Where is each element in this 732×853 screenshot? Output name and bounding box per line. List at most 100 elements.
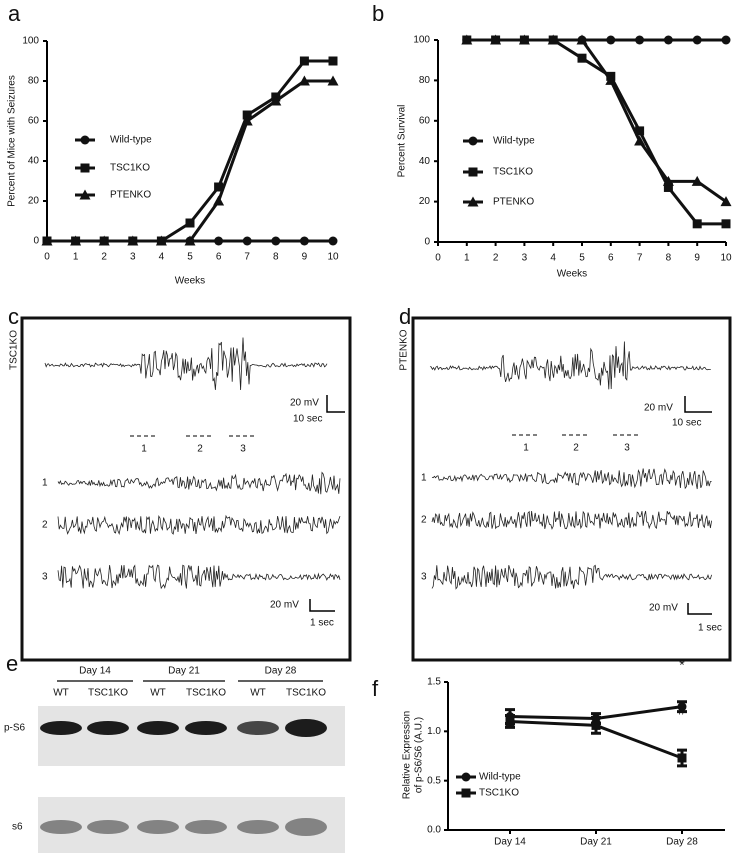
marker (70, 235, 82, 246)
marker (663, 182, 673, 192)
lane-label: TSC1KO (88, 688, 128, 699)
segment-label: 3 (240, 444, 246, 455)
scale-label: 1 sec (698, 623, 722, 634)
lane-label: WT (250, 688, 266, 699)
blot-band (137, 820, 179, 834)
x-tick-label: 0 (44, 252, 50, 263)
x-tick-label: 10 (720, 253, 732, 264)
y-tick-label: 0 (33, 236, 39, 247)
trace-label: 3 (421, 572, 427, 583)
marker (79, 189, 91, 200)
marker (691, 175, 703, 186)
legend-label: Wild-type (110, 135, 152, 146)
legend-label: TSC1KO (110, 163, 150, 174)
marker (155, 235, 167, 246)
x-tick-label: 6 (608, 253, 614, 264)
annotation: # (678, 702, 686, 718)
trace-label: 2 (421, 515, 427, 526)
marker (663, 35, 673, 45)
lane-label: WT (53, 688, 69, 699)
x-tick-label: 8 (666, 253, 672, 264)
x-axis-label: Weeks (557, 269, 587, 280)
y-tick-label: 40 (28, 156, 40, 167)
lane-label: TSC1KO (286, 688, 326, 699)
y-tick-label: 0.5 (427, 775, 441, 786)
y-tick-label: 100 (413, 35, 430, 46)
marker (461, 788, 471, 798)
marker (213, 195, 225, 206)
marker (298, 75, 310, 86)
row-label: p-S6 (4, 723, 26, 734)
blot-band (285, 818, 327, 836)
scale-bar (309, 599, 335, 612)
day-label: Day 28 (265, 666, 297, 677)
segment-label: 2 (197, 444, 203, 455)
row-label: s6 (12, 822, 23, 833)
blot-membrane (38, 706, 345, 766)
marker (677, 702, 687, 712)
x-tick-label: 2 (493, 253, 499, 264)
marker (241, 115, 253, 126)
eeg-trace (57, 471, 341, 495)
marker (299, 236, 309, 246)
genotype-label: TSC1KO (9, 330, 20, 370)
scale-label: 20 mV (649, 603, 678, 614)
marker (214, 182, 224, 192)
legend-label: Wild-type (493, 136, 535, 147)
marker (270, 95, 282, 106)
panel-border (20, 316, 352, 662)
segment-label: 3 (624, 443, 630, 454)
y-tick-label: 1.5 (427, 677, 441, 688)
marker (184, 235, 196, 246)
scale-label: 10 sec (672, 418, 701, 429)
marker (721, 35, 731, 45)
blot-band (237, 820, 279, 834)
y-tick-label: 20 (28, 196, 40, 207)
blot-band (185, 721, 227, 735)
y-axis-label: Percent of Mice with Seizures (7, 75, 18, 207)
marker (461, 34, 473, 45)
marker (591, 720, 601, 730)
marker (721, 219, 731, 229)
y-axis-label: Relative Expression (402, 711, 413, 799)
x-tick-label: Day 28 (666, 837, 698, 848)
segment-label: 2 (573, 443, 579, 454)
blot-band (87, 820, 129, 834)
panel-letter: f (372, 676, 379, 701)
y-tick-label: 60 (28, 116, 40, 127)
scale-label: 20 mV (270, 600, 299, 611)
x-tick-label: 2 (101, 252, 107, 263)
marker (299, 56, 309, 66)
eeg-trace (57, 564, 341, 590)
x-tick-label: 4 (550, 253, 556, 264)
panel-border (411, 316, 732, 662)
legend-label: TSC1KO (479, 788, 519, 799)
marker (606, 35, 616, 45)
marker (505, 716, 515, 726)
marker (242, 110, 252, 120)
marker (662, 175, 674, 186)
legend-label: PTENKO (110, 190, 151, 201)
x-tick-label: 7 (637, 253, 643, 264)
x-tick-label: 3 (130, 252, 136, 263)
blot-band (137, 721, 179, 735)
x-tick-label: 9 (302, 252, 308, 263)
scale-label: 10 sec (293, 414, 322, 425)
x-tick-label: Day 21 (580, 837, 612, 848)
marker (635, 126, 645, 136)
marker (576, 34, 588, 45)
annotation: * (679, 657, 685, 673)
series-line (466, 38, 727, 203)
eeg-trace (431, 510, 712, 530)
trace-label: 3 (42, 572, 48, 583)
segment-label: 1 (141, 444, 147, 455)
trace-label: 1 (421, 473, 427, 484)
blot-band (87, 721, 129, 735)
x-tick-label: 5 (187, 252, 193, 263)
panel-letter: e (6, 651, 18, 676)
marker (328, 56, 338, 66)
y-tick-label: 80 (419, 75, 431, 86)
scale-bar (684, 396, 712, 413)
y-axis-label: of p-S6/S6 (A.U.) (414, 717, 425, 793)
y-tick-label: 100 (22, 36, 39, 47)
